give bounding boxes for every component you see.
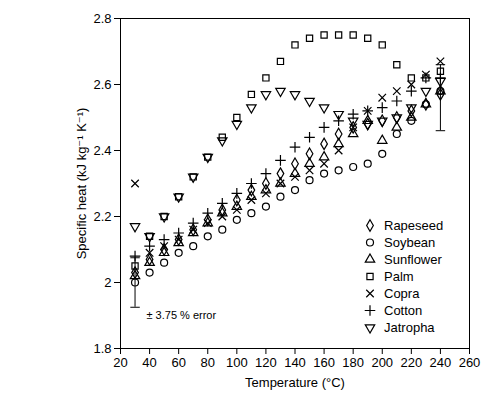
- svg-text:140: 140: [284, 355, 306, 370]
- svg-text:100: 100: [226, 355, 248, 370]
- svg-text:Jatropha: Jatropha: [384, 320, 435, 335]
- svg-text:Soybean: Soybean: [384, 235, 435, 250]
- svg-text:60: 60: [171, 355, 185, 370]
- svg-text:260: 260: [459, 355, 481, 370]
- svg-text:80: 80: [201, 355, 215, 370]
- svg-text:Copra: Copra: [384, 286, 420, 301]
- svg-text:Temperature (°C): Temperature (°C): [245, 375, 345, 390]
- svg-text:240: 240: [430, 355, 452, 370]
- svg-text:220: 220: [400, 355, 422, 370]
- svg-text:40: 40: [142, 355, 156, 370]
- svg-text:200: 200: [371, 355, 393, 370]
- svg-text:Rapeseed: Rapeseed: [384, 218, 443, 233]
- svg-text:2.4: 2.4: [93, 143, 111, 158]
- svg-text:± 3.75 % error: ± 3.75 % error: [147, 309, 217, 321]
- svg-text:160: 160: [313, 355, 335, 370]
- svg-text:20: 20: [113, 355, 127, 370]
- svg-text:Sunflower: Sunflower: [384, 252, 442, 267]
- svg-text:180: 180: [342, 355, 364, 370]
- svg-text:Specific heat (kJ kg⁻¹ K⁻¹): Specific heat (kJ kg⁻¹ K⁻¹): [74, 108, 89, 260]
- svg-text:Palm: Palm: [384, 269, 414, 284]
- svg-text:120: 120: [255, 355, 277, 370]
- svg-text:2.2: 2.2: [93, 209, 111, 224]
- svg-text:1.8: 1.8: [93, 341, 111, 356]
- svg-text:Cotton: Cotton: [384, 303, 422, 318]
- svg-text:2.6: 2.6: [93, 77, 111, 92]
- svg-text:2: 2: [104, 275, 111, 290]
- svg-text:2.8: 2.8: [93, 11, 111, 26]
